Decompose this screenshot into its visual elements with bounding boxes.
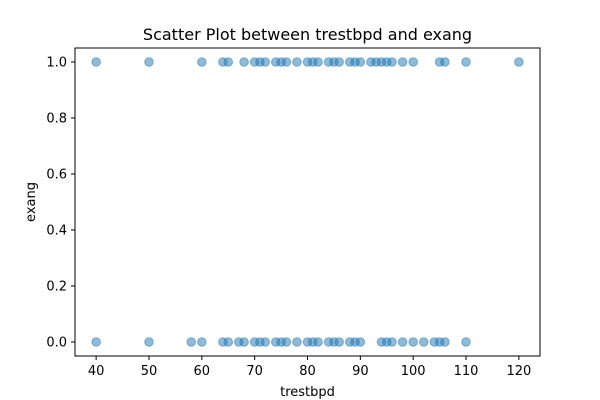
y-tick-label: 0.2 xyxy=(46,280,67,295)
scatter-point xyxy=(292,337,302,347)
scatter-point xyxy=(260,337,271,347)
scatter-point xyxy=(91,57,101,67)
scatter-point xyxy=(387,337,397,347)
scatter-point xyxy=(197,57,207,67)
scatter-point xyxy=(355,57,366,67)
scatter-point xyxy=(223,337,234,347)
scatter-point xyxy=(223,57,234,67)
x-tick-label: 80 xyxy=(299,364,316,379)
scatter-point xyxy=(334,337,345,347)
scatter-point xyxy=(281,337,292,347)
scatter-point xyxy=(260,57,271,67)
x-tick-label: 40 xyxy=(88,364,105,379)
y-axis-ticks: 0.0 0.2 0.4 0.6 0.8 1.0 xyxy=(46,56,75,351)
data-points xyxy=(91,57,524,347)
y-tick-label: 0.6 xyxy=(46,168,67,183)
scatter-point xyxy=(408,337,418,347)
scatter-point xyxy=(461,57,471,67)
x-axis-ticks: 40 50 60 70 80 90 100 110 120 xyxy=(88,356,531,379)
x-tick-label: 50 xyxy=(141,364,158,379)
scatter-point xyxy=(197,337,207,347)
scatter-point xyxy=(334,57,345,67)
scatter-point xyxy=(239,337,249,347)
y-tick-label: 0.0 xyxy=(46,336,67,351)
scatter-point xyxy=(418,337,429,347)
y-tick-label: 1.0 xyxy=(46,56,67,71)
scatter-point xyxy=(281,57,292,67)
y-tick-label: 0.8 xyxy=(46,112,67,127)
scatter-point xyxy=(440,337,450,347)
scatter-point xyxy=(144,57,154,67)
scatter-point xyxy=(397,57,408,67)
x-tick-label: 70 xyxy=(246,364,263,379)
scatter-point xyxy=(313,57,323,67)
scatter-point xyxy=(440,57,450,67)
scatter-point xyxy=(355,337,366,347)
x-tick-label: 110 xyxy=(454,364,479,379)
x-tick-label: 60 xyxy=(194,364,211,379)
scatter-point xyxy=(313,337,323,347)
y-axis-label: exang xyxy=(24,182,39,222)
x-tick-label: 120 xyxy=(506,364,531,379)
scatter-point xyxy=(186,337,197,347)
scatter-point xyxy=(461,337,471,347)
x-tick-label: 100 xyxy=(401,364,426,379)
scatter-point xyxy=(91,337,101,347)
scatter-point xyxy=(397,337,408,347)
scatter-point xyxy=(239,57,249,67)
chart-title: Scatter Plot between trestbpd and exang xyxy=(143,25,472,44)
scatter-point xyxy=(144,337,154,347)
x-tick-label: 90 xyxy=(352,364,369,379)
x-axis-label: trestbpd xyxy=(280,385,335,400)
scatter-point xyxy=(292,57,302,67)
scatter-point xyxy=(387,57,397,67)
y-tick-label: 0.4 xyxy=(46,224,67,239)
scatter-point xyxy=(514,57,524,67)
scatter-point xyxy=(408,57,418,67)
